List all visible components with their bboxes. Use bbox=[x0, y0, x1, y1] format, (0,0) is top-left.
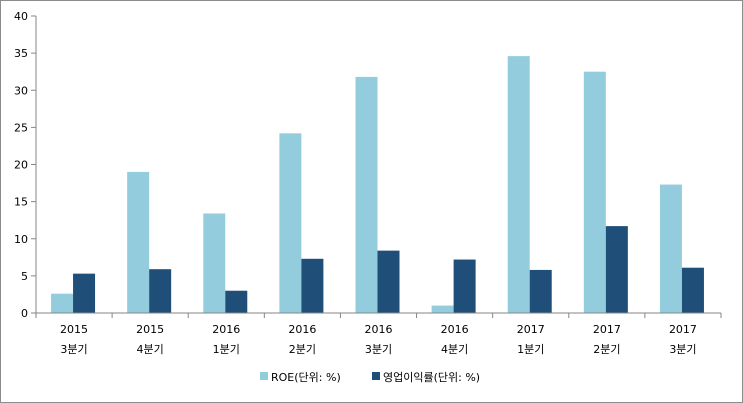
x-tick-label-year: 2016 bbox=[441, 323, 469, 336]
x-tick-label-year: 2016 bbox=[365, 323, 393, 336]
y-tick-label: 0 bbox=[21, 307, 28, 320]
x-tick-label-year: 2017 bbox=[517, 323, 545, 336]
x-tick-label-year: 2017 bbox=[593, 323, 621, 336]
y-tick-label: 20 bbox=[14, 159, 28, 172]
x-tick-label-quarter: 1분기 bbox=[517, 343, 544, 356]
y-tick-label: 25 bbox=[14, 121, 28, 134]
legend-swatch bbox=[372, 372, 380, 380]
bar-roe bbox=[51, 293, 74, 313]
x-tick-label-year: 2017 bbox=[669, 323, 697, 336]
y-tick-label: 15 bbox=[14, 196, 28, 209]
y-tick-label: 35 bbox=[14, 47, 28, 60]
bar-operating-margin bbox=[73, 273, 96, 313]
bar-operating-margin bbox=[225, 290, 248, 313]
bar-roe bbox=[203, 213, 226, 313]
bar-roe bbox=[279, 133, 302, 313]
x-tick-label-year: 2016 bbox=[288, 323, 316, 336]
y-tick-label: 30 bbox=[14, 84, 28, 97]
bar-operating-margin bbox=[149, 269, 172, 313]
bar-operating-margin bbox=[529, 269, 552, 313]
bar-operating-margin bbox=[681, 267, 704, 313]
bar-roe bbox=[507, 56, 530, 313]
y-tick-label: 10 bbox=[14, 233, 28, 246]
x-tick-label-quarter: 4분기 bbox=[137, 343, 164, 356]
bar-operating-margin bbox=[301, 258, 324, 313]
x-tick-label-quarter: 2분기 bbox=[593, 343, 620, 356]
x-tick-label-year: 2015 bbox=[60, 323, 88, 336]
x-tick-label-quarter: 4분기 bbox=[441, 343, 468, 356]
legend-label: 영업이익률(단위: %) bbox=[383, 371, 480, 384]
bar-roe bbox=[127, 171, 150, 313]
legend-label: ROE(단위: %) bbox=[271, 371, 341, 384]
x-tick-label-quarter: 1분기 bbox=[213, 343, 240, 356]
legend-swatch bbox=[260, 372, 268, 380]
bar-roe bbox=[583, 71, 606, 313]
bar-operating-margin bbox=[605, 226, 628, 313]
y-tick-label: 40 bbox=[14, 10, 28, 23]
x-tick-label-quarter: 3분기 bbox=[669, 343, 696, 356]
y-tick-label: 5 bbox=[21, 270, 28, 283]
x-tick-label-quarter: 2분기 bbox=[289, 343, 316, 356]
bar-operating-margin bbox=[377, 250, 400, 313]
x-tick-label-quarter: 3분기 bbox=[365, 343, 392, 356]
bar-roe bbox=[659, 184, 682, 313]
x-tick-label-quarter: 3분기 bbox=[60, 343, 87, 356]
bar-roe bbox=[431, 305, 454, 313]
bar-operating-margin bbox=[453, 259, 476, 313]
x-tick-label-year: 2016 bbox=[212, 323, 240, 336]
bar-roe bbox=[355, 76, 378, 313]
x-tick-label-year: 2015 bbox=[136, 323, 164, 336]
